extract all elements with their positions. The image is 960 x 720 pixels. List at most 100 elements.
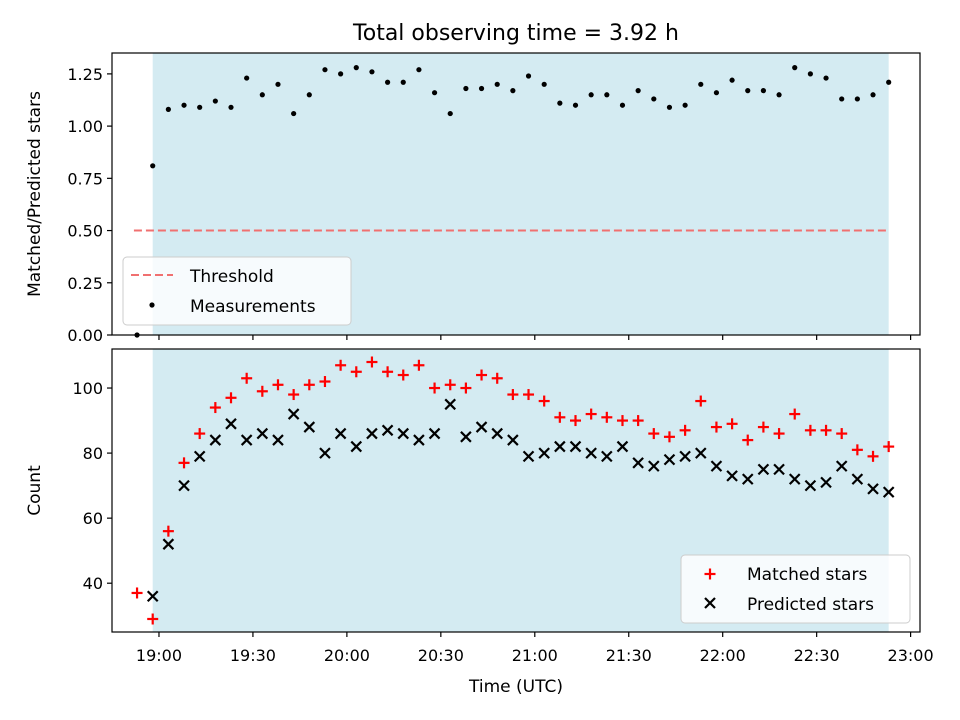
predicted-star-point [240,434,253,446]
predicted-star-mark-b [319,447,331,459]
predicted-star-mark-b [193,450,206,463]
matched-star-point [491,372,503,384]
chart-title: Total observing time = 3.92 h [352,21,679,46]
predicted-star-point [663,453,676,466]
predicted-star-point [350,440,363,453]
predicted-star-mark-b [851,473,864,485]
measurement-point [839,96,845,102]
predicted-star-point [475,421,488,433]
ratio-panel: 0.00 0.25 0.50 0.75 1.00 1.25 Matched/Predicte… [25,52,921,345]
predicted-star-point [413,434,425,446]
matched-star-point [272,379,284,391]
y-tick-label: 0.25 [67,274,103,293]
legend: Threshold Measurements [122,256,352,326]
predicted-star-point [303,421,316,433]
measurement-point [306,92,312,98]
predicted-star-point [882,486,895,498]
predicted-star-point [428,427,441,440]
matched-star-point [476,369,488,381]
predicted-star-mark-b [209,434,222,446]
predicted-star-mark-b [679,450,691,463]
measurement-point [275,81,281,87]
measurement-point [619,102,626,108]
axes-frame [111,348,921,633]
predicted-star-mark-b [569,440,582,453]
predicted-star-point [788,473,801,485]
matched-star-point [444,379,456,391]
predicted-star-point [835,460,848,472]
predicted-star-mark-b [663,453,676,466]
measurement-point [197,104,203,110]
measurement-point [181,102,187,108]
predicted-star-mark-b [287,408,300,420]
measurement-point [870,92,876,98]
matched-star-point [194,428,206,440]
legend-measurements-swatch [149,302,155,308]
matched-star-point [726,418,738,430]
matched-star-point [335,359,347,371]
predicted-star-point [287,408,300,420]
matched-star-point [616,415,628,427]
predicted-star-point [632,457,644,469]
predicted-star-mark-b [256,427,269,440]
measurement-point [369,69,375,75]
count-panel: 40 60 80 100 19:00 19:30 20:00 20:30 21:00 21:30 2… [25,348,934,665]
matched-star-point [397,369,409,381]
matched-star-point [319,376,331,388]
measurement-point [854,96,860,102]
x-tick-label: 23:00 [888,646,934,665]
legend-predicted-swatch-b [704,597,716,609]
measurement-point [494,81,500,87]
x-tick-label: 19:00 [136,646,182,665]
measurement-point [698,81,704,87]
measurement-point [604,92,610,98]
x-tick-label: 20:30 [418,646,464,665]
matched-star-point [507,389,519,401]
matched-star-point [632,415,644,427]
predicted-star-point [319,447,331,459]
measurement-point [651,96,657,102]
legend-matched-label: Matched stars [747,565,867,585]
measurement-point [244,75,250,81]
predicted-star-mark-b [491,427,503,440]
predicted-star-mark-b [178,479,190,492]
measurement-point [635,88,641,94]
axes-frame [111,52,921,336]
matched-star-point [241,372,253,384]
measurement-point [713,90,720,96]
predicted-star-point [820,476,832,489]
y-tick-label: 1.25 [67,65,103,84]
predicted-star-point [225,418,237,430]
matched-star-point [131,587,143,599]
predicted-star-point [272,434,284,446]
matched-star-point [757,421,769,433]
predicted-star-mark-b [788,473,801,485]
predicted-star-mark-b [741,473,754,485]
matched-star-point [570,415,582,427]
predicted-star-mark-b [522,450,535,463]
predicted-star-point [334,427,347,440]
measurement-point [776,92,782,98]
matched-star-point [820,424,832,436]
measurement-point [541,81,547,87]
measurement-point [823,75,829,81]
legend-predicted-label: Predicted stars [747,595,874,615]
matched-star-point [679,424,691,436]
predicted-star-point [146,590,159,602]
predicted-star-mark-b [538,447,550,459]
predicted-star-point [616,440,629,453]
measurement-point [463,85,469,92]
predicted-star-mark-b [397,427,410,440]
predicted-star-point [867,483,879,495]
measurement-point [384,79,391,85]
measurement-point [807,71,813,77]
measurement-point [416,67,422,73]
predicted-star-point [193,450,206,463]
predicted-star-mark-b [867,483,879,495]
predicted-star-mark-b [632,457,644,469]
predicted-star-mark-b [413,434,425,446]
predicted-star-point [741,473,754,485]
measurement-point [729,77,735,83]
y-tick-label: 80 [83,444,103,463]
measurement-point [682,102,688,108]
